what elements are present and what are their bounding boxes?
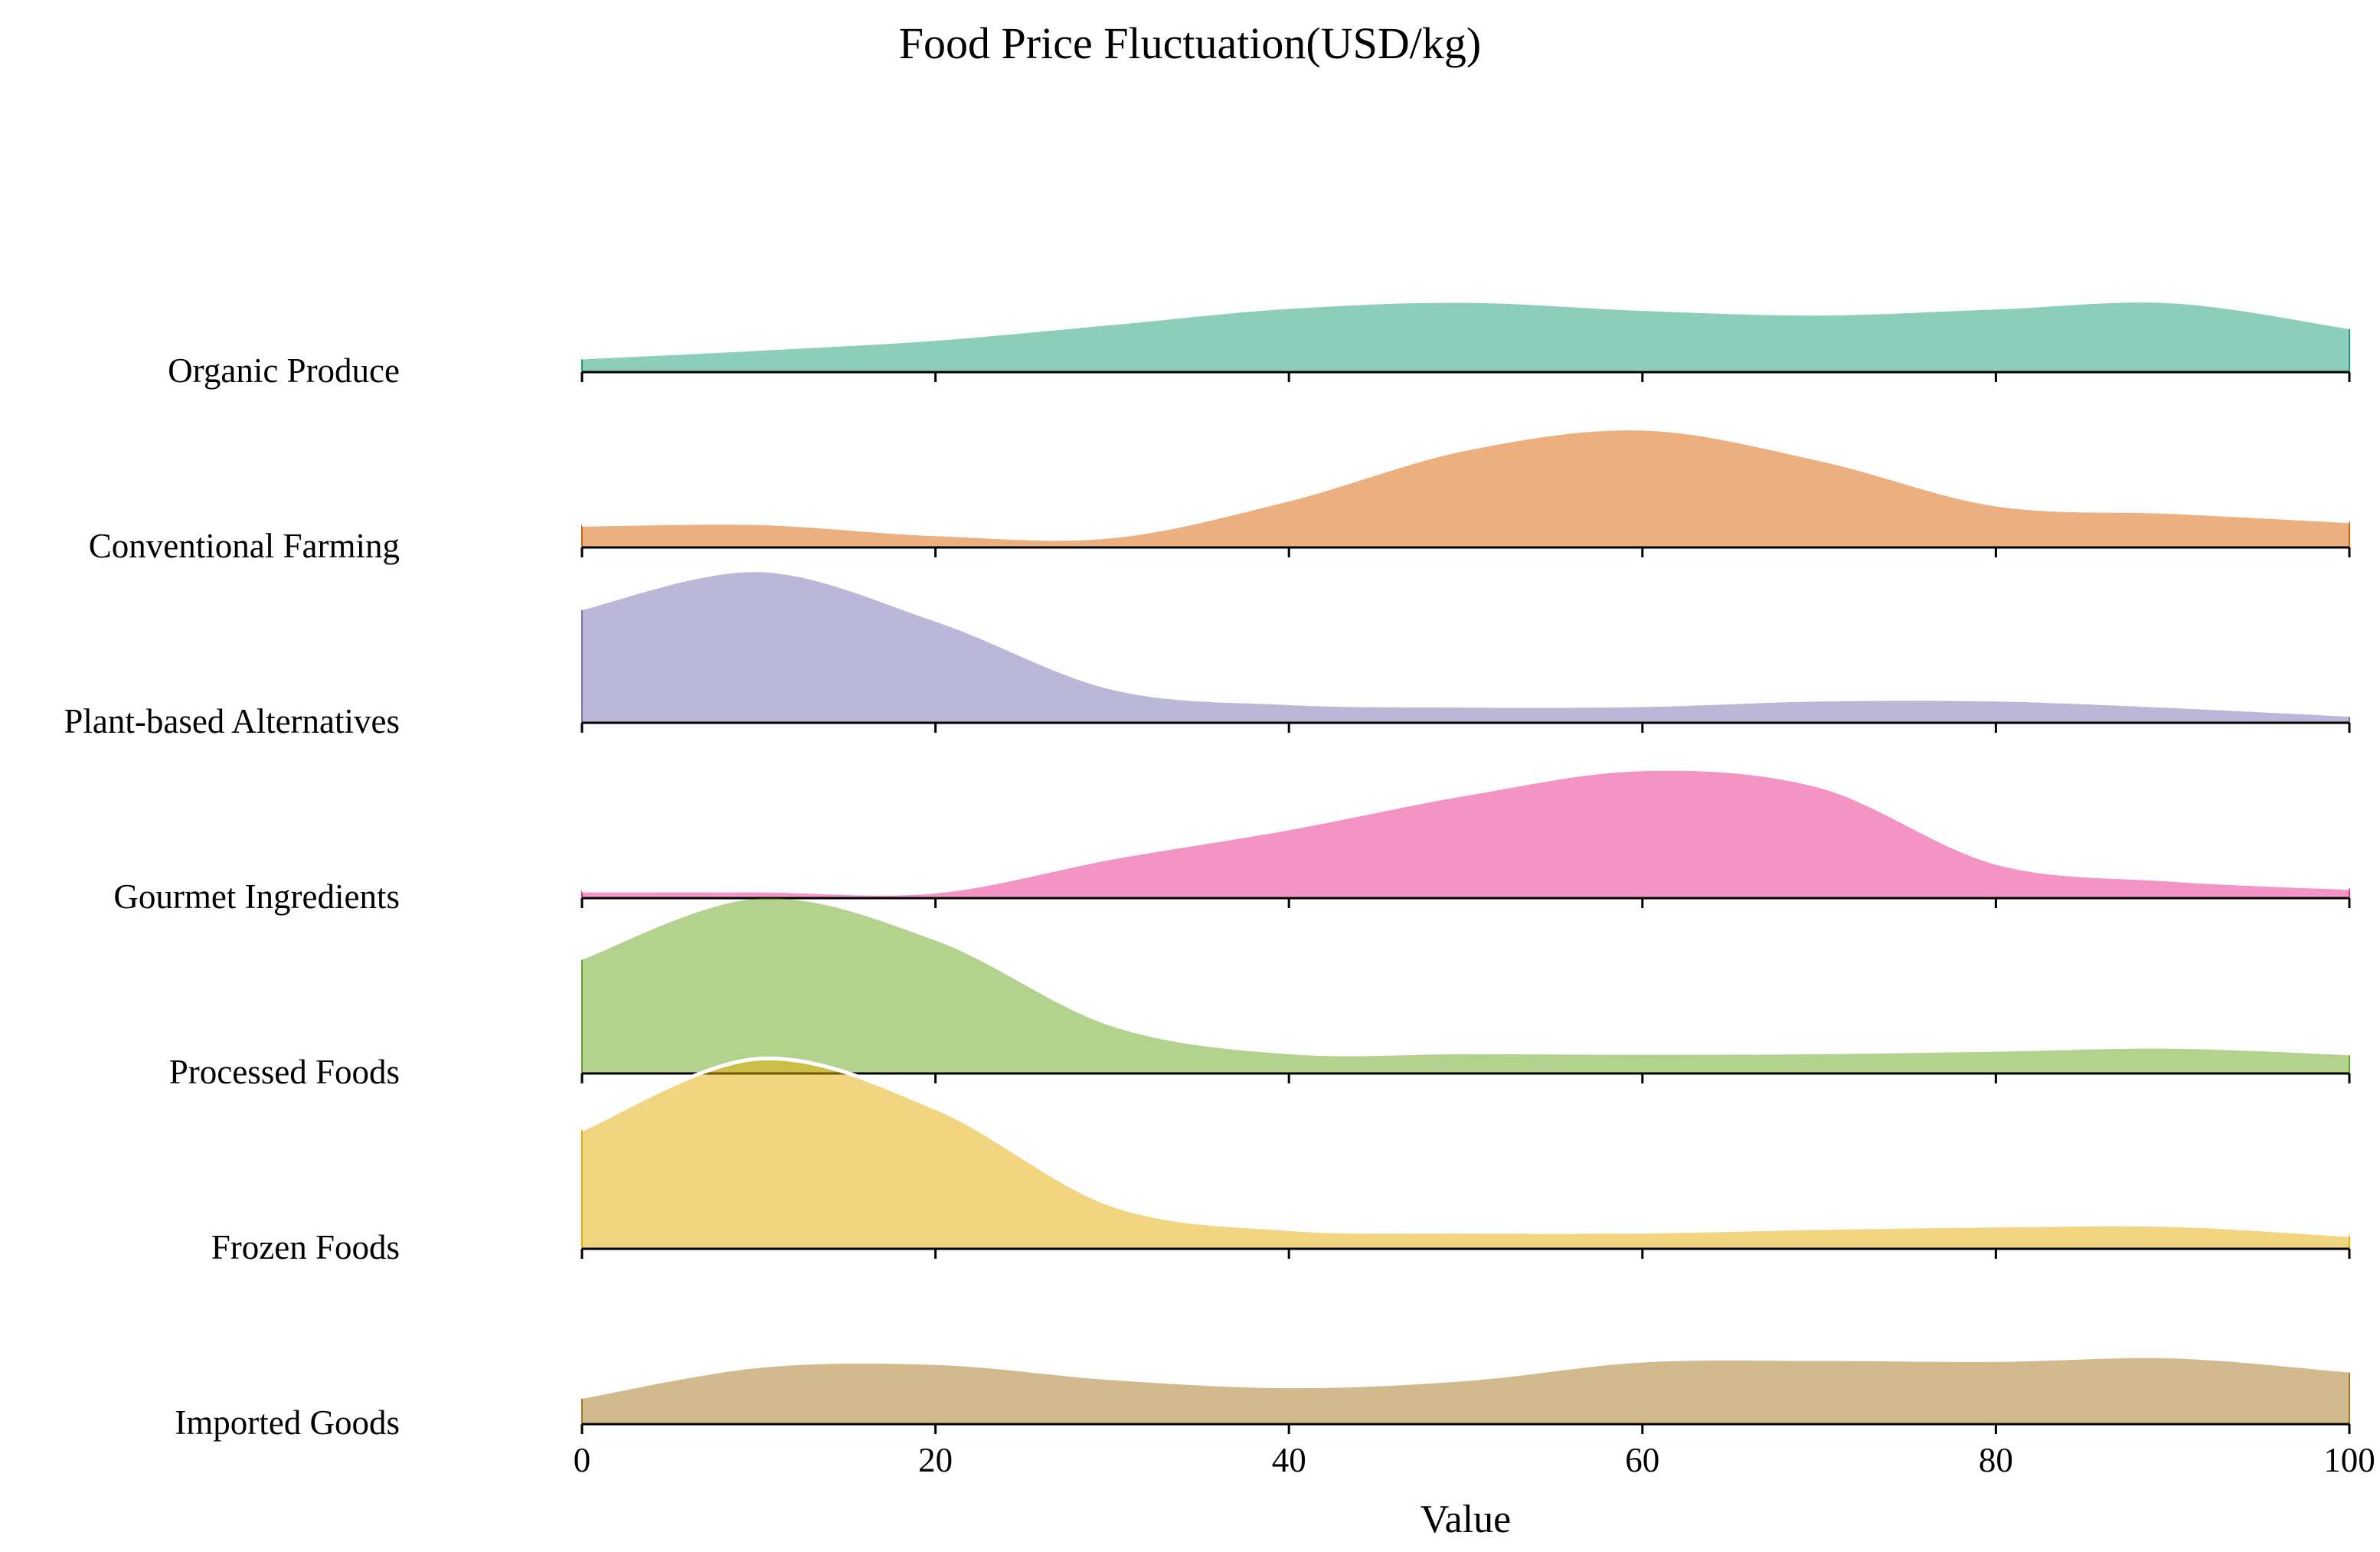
x-tick-label: 20 (918, 1441, 953, 1479)
ridge-organic-produce (580, 302, 2351, 382)
ridge-plant-based-alternatives (580, 572, 2351, 733)
ridge-area-frozen-foods (582, 1058, 2349, 1249)
ridge-area-conventional-farming (582, 428, 2349, 547)
ridge-gourmet-ingredients (580, 766, 2351, 908)
x-axis-label: Value (1420, 1498, 1511, 1541)
ridge-area-imported-goods (582, 1358, 2349, 1424)
category-label-gourmet-ingredients: Gourmet Ingredients (113, 877, 400, 916)
x-tick-label: 0 (574, 1441, 591, 1479)
ridge-area-organic-produce (582, 302, 2349, 372)
chart-title: Food Price Fluctuation(USD/kg) (899, 18, 1481, 68)
ridge-area-gourmet-ingredients (582, 769, 2349, 898)
category-label-conventional-farming: Conventional Farming (89, 527, 400, 565)
ridge-area-plant-based-alternatives (582, 572, 2349, 723)
ridge-frozen-foods (580, 1056, 2351, 1259)
category-label-frozen-foods: Frozen Foods (211, 1228, 400, 1266)
ridge-outline-frozen-foods (581, 1056, 2350, 1237)
category-label-imported-goods: Imported Goods (175, 1403, 400, 1442)
ridge-imported-goods (580, 1358, 2351, 1434)
x-tick-label: 40 (1272, 1441, 1306, 1479)
category-label-plant-based-alternatives: Plant-based Alternatives (64, 702, 400, 740)
x-tick-label: 100 (2323, 1441, 2375, 1479)
category-label-processed-foods: Processed Foods (169, 1053, 400, 1091)
category-labels: Organic Produce Conventional Farming Plant… (64, 351, 400, 1442)
ridge-processed-foods (580, 898, 2351, 1083)
ridge-outline-conventional-farming (581, 426, 2350, 541)
x-tick-label: 60 (1625, 1441, 1659, 1479)
x-tick-label: 80 (1979, 1441, 2013, 1479)
x-tick-labels: 0 20 40 60 80 100 (574, 1441, 2375, 1479)
ridges-group (580, 302, 2351, 1434)
ridge-area-processed-foods (582, 898, 2349, 1073)
category-label-organic-produce: Organic Produce (168, 351, 400, 390)
ridge-conventional-farming (580, 426, 2351, 557)
ridge-outline-gourmet-ingredients (581, 766, 2350, 896)
